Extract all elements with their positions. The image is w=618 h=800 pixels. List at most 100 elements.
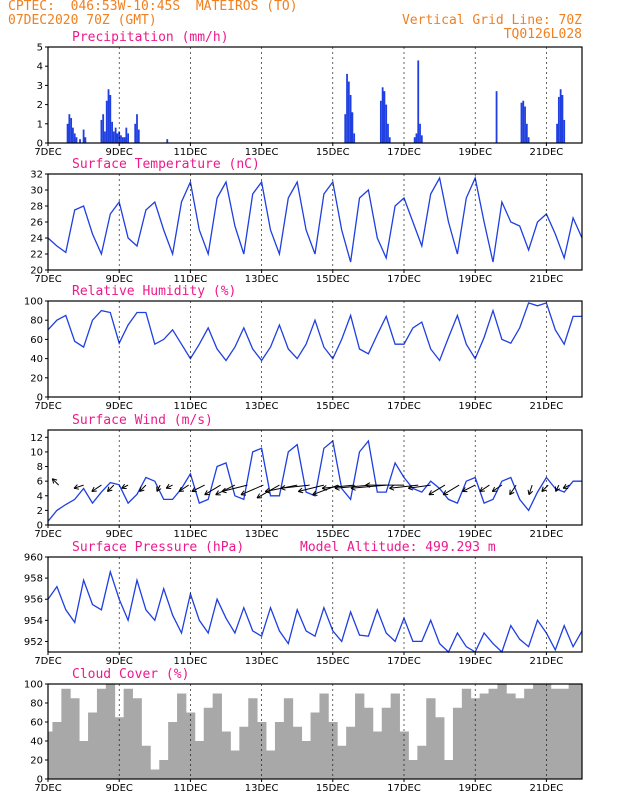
wind-vector: [165, 483, 173, 489]
y-tick-label: 1: [37, 119, 43, 130]
cloud-bar: [274, 722, 285, 779]
x-tick-label: 9DEC: [106, 274, 133, 285]
precip-bar: [79, 139, 81, 143]
wind-vector: [280, 484, 310, 491]
precip-bar: [347, 81, 350, 143]
panel-title: Surface Temperature (nC): [72, 157, 260, 172]
wind-vector: [221, 484, 248, 494]
precip-bar: [383, 91, 386, 143]
x-tick-label: 19DEC: [458, 656, 492, 667]
x-tick-label: 13DEC: [245, 783, 279, 794]
precip-bar: [385, 104, 388, 143]
cloud-bar: [319, 693, 329, 779]
cloud-bar: [568, 684, 578, 779]
wind-vector: [191, 484, 205, 493]
precip-bar: [123, 137, 126, 143]
cloud-bar: [515, 698, 525, 779]
x-tick-label: 7DEC: [34, 274, 61, 285]
precip-bar: [72, 127, 74, 143]
wind-vector: [106, 484, 115, 492]
panel-frame: [47, 429, 583, 526]
precip-bar: [102, 114, 105, 143]
y-tick-label: 0: [37, 521, 43, 532]
precip-bar: [522, 100, 525, 143]
cloud-bar: [123, 688, 133, 779]
y-tick-label: 8: [37, 462, 43, 473]
precip-bar: [559, 89, 562, 143]
precip-bar: [420, 135, 423, 143]
y-tick-label: 80: [30, 316, 43, 327]
cloud-bar: [48, 731, 53, 779]
x-tick-label: 11DEC: [174, 656, 208, 667]
cloud-bar: [96, 688, 107, 779]
precip-bar: [413, 137, 416, 143]
y-tick-label: 960: [24, 553, 43, 564]
panel-frame: [47, 173, 583, 271]
wind-vector: [91, 484, 102, 492]
cloud-bar: [461, 688, 472, 779]
x-tick-label: 9DEC: [106, 656, 133, 667]
precip-bar: [349, 95, 352, 143]
y-tick-label: 2: [37, 100, 43, 111]
cloud-bar: [417, 745, 427, 779]
panel-2: Surface Temperature (nC) 20 22 24 26 28 30 32 7D…: [30, 157, 583, 285]
y-tick-label: 26: [30, 218, 43, 229]
wind-vector: [240, 484, 264, 496]
precip-bar: [73, 133, 76, 143]
y-tick-label: 100: [24, 680, 43, 691]
y-tick-label: 28: [30, 202, 43, 213]
x-tick-label: 15DEC: [316, 529, 350, 540]
y-tick-label: 20: [30, 266, 43, 277]
y-tick-label: 22: [30, 250, 43, 261]
series-line: [47, 569, 583, 654]
x-tick-label: 11DEC: [174, 274, 208, 285]
cloud-bar: [88, 712, 98, 779]
wind-vector: [73, 484, 84, 490]
x-tick-label: 19DEC: [458, 147, 492, 158]
x-tick-label: 13DEC: [245, 401, 279, 412]
cloud-bar: [79, 741, 89, 779]
panel-6: Cloud Cover (%) 0 20 40 60 80 100 7DEC 9DEC 11DEC…: [24, 667, 583, 794]
cloud-bar: [372, 731, 383, 779]
cloud-bar: [506, 693, 516, 779]
cloud-bar: [559, 688, 570, 779]
precip-bar: [84, 137, 87, 143]
cloud-bar: [114, 717, 125, 779]
x-tick-label: 15DEC: [316, 147, 350, 158]
cloud-bar: [132, 698, 142, 779]
y-tick-label: 0: [37, 139, 43, 150]
x-tick-label: 21DEC: [530, 656, 564, 667]
cloud-bar: [497, 684, 507, 779]
cloud-bar: [212, 693, 222, 779]
series-line: [47, 439, 582, 522]
cloud-bar: [550, 688, 561, 779]
x-tick-label: 15DEC: [316, 274, 350, 285]
cloud-bar: [488, 688, 498, 779]
wind-vector: [121, 483, 129, 489]
precip-bar: [346, 73, 348, 143]
x-tick-label: 11DEC: [174, 783, 208, 794]
x-tick-label: 15DEC: [316, 783, 350, 794]
wind-vector: [562, 483, 570, 489]
cloud-bar: [346, 726, 356, 779]
cloud-bar: [70, 698, 80, 779]
precip-bar: [387, 123, 389, 143]
x-tick-label: 21DEC: [530, 783, 564, 794]
wind-vector: [51, 478, 60, 486]
y-tick-label: 0: [37, 393, 43, 404]
x-tick-label: 9DEC: [106, 147, 133, 158]
y-tick-label: 20: [30, 373, 43, 384]
precip-bar: [75, 137, 78, 143]
y-tick-label: 954: [24, 616, 43, 627]
wind-vector: [139, 484, 147, 492]
cloud-bar: [541, 684, 552, 779]
precip-bar: [166, 139, 169, 143]
cloud-bar: [301, 741, 311, 779]
precip-bar: [563, 119, 566, 143]
x-tick-label: 17DEC: [387, 656, 421, 667]
cloud-bar: [470, 698, 481, 779]
header-left-line1: CPTEC: 046:53W-10:45S MATEIROS (TO): [8, 0, 298, 14]
cloud-bar: [452, 707, 463, 779]
x-tick-label: 21DEC: [530, 401, 564, 412]
